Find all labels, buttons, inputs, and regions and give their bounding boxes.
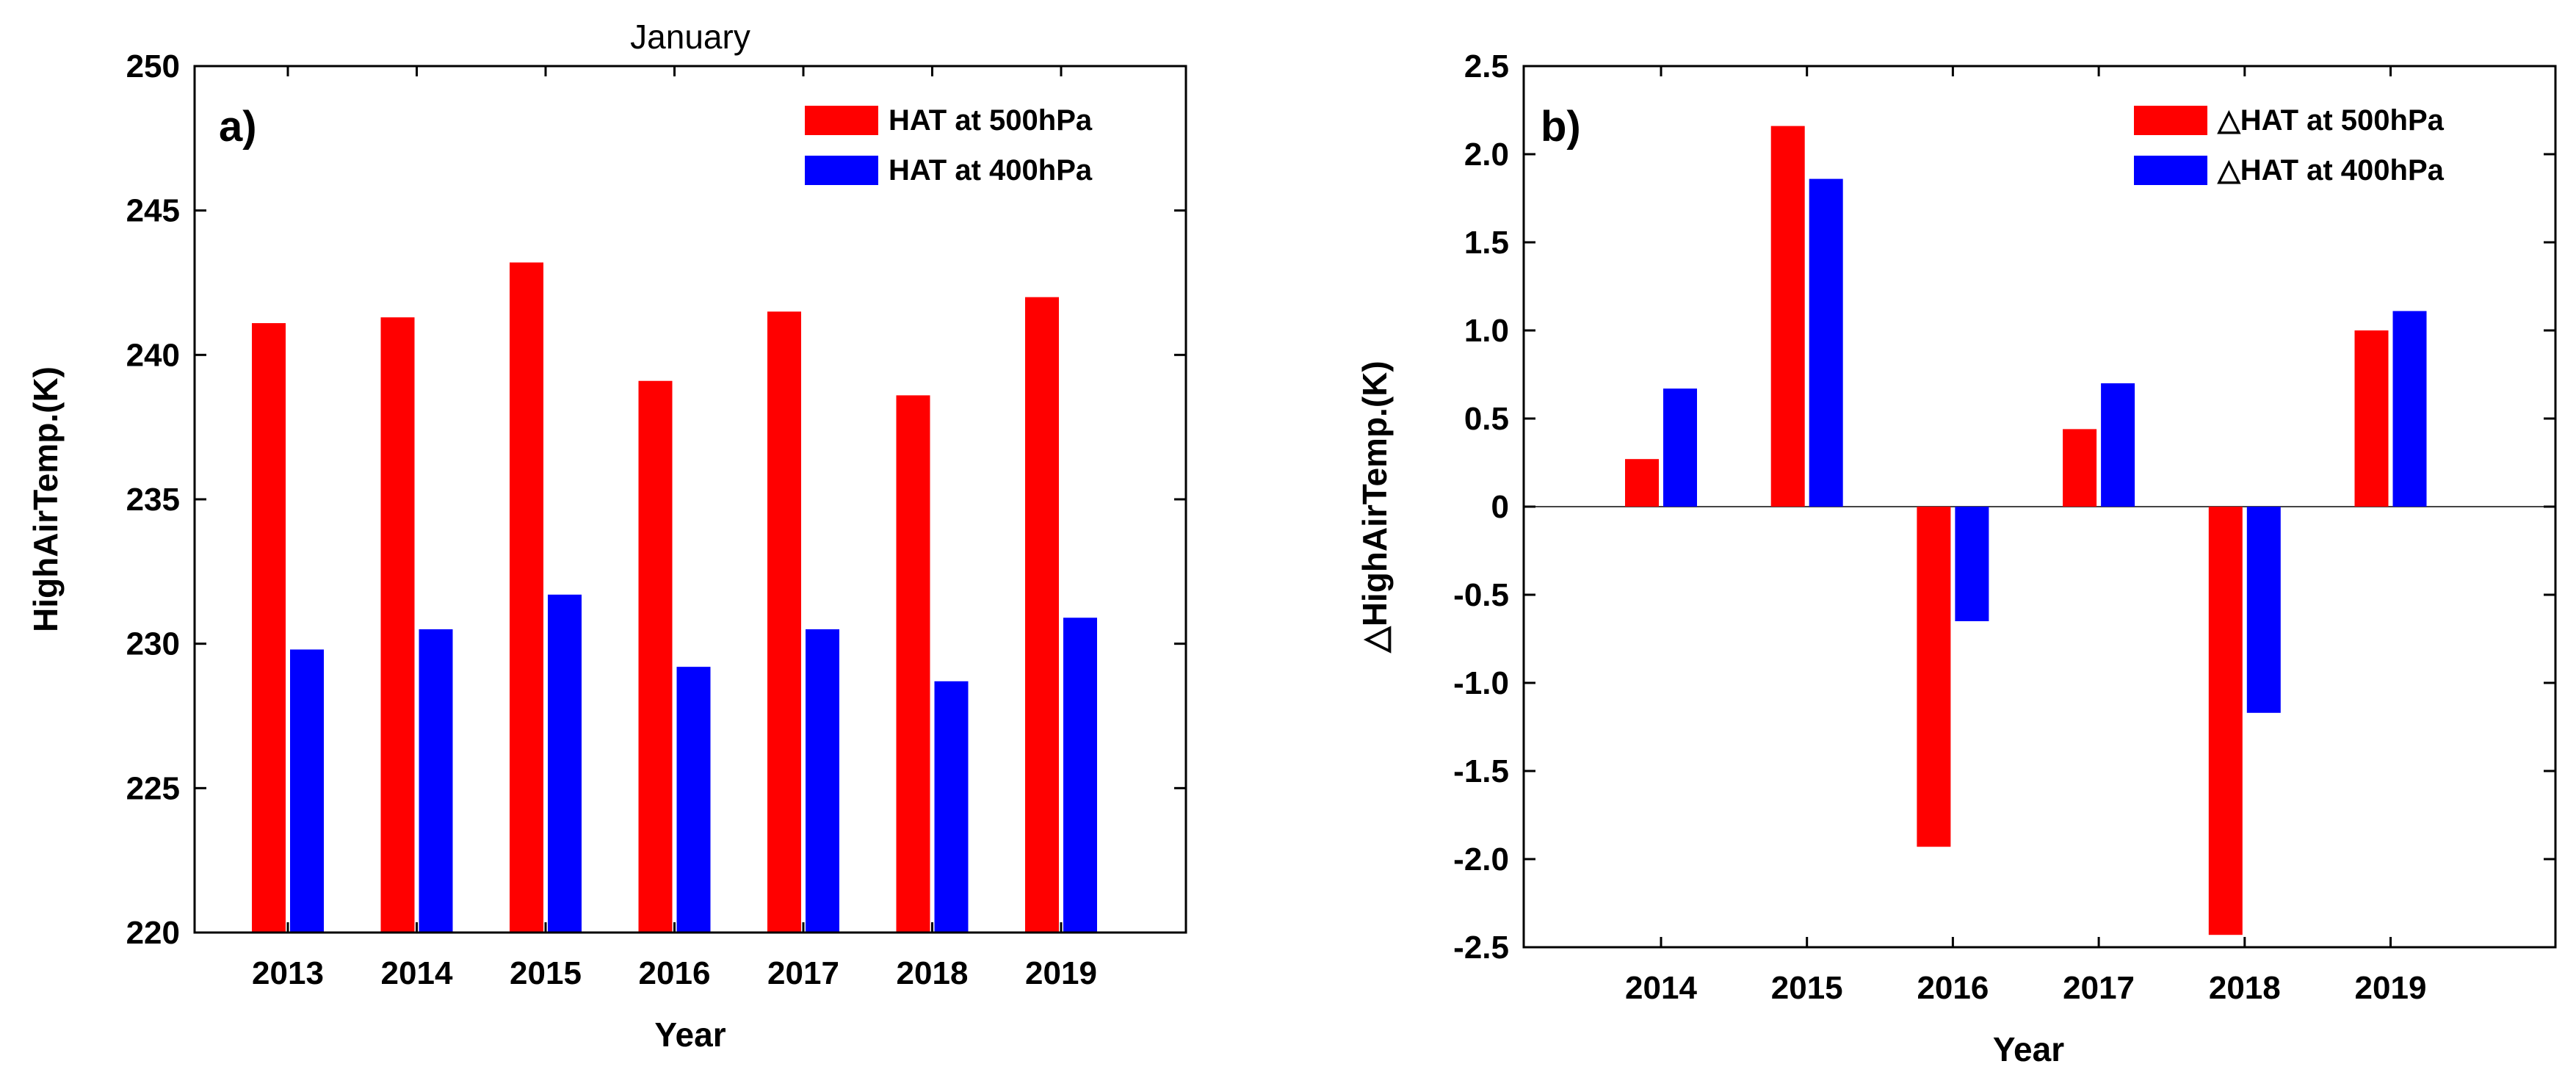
y-axis-label: HighAirTemp.(K) [26,366,65,632]
bar-blue-2018 [934,681,969,933]
bar-blue-2019 [2392,311,2427,507]
y-tick-label: 0 [1491,489,1509,525]
chart-title: January [630,18,750,56]
x-axis-label: Year [654,1016,726,1054]
panel-label: a) [219,103,257,151]
legend-swatch [2134,106,2207,135]
bar-blue-2015 [1809,178,1843,507]
y-tick-label: -0.5 [1453,577,1509,613]
panel-label: b) [1541,103,1581,151]
x-tick-label: 2016 [639,955,711,991]
x-tick-label: 2016 [1917,970,1989,1006]
legend-entry: HAT at 500hPa [889,104,1093,137]
bar-red-2014 [380,317,415,933]
bar-red-2019 [2354,330,2389,507]
x-tick-label: 2014 [1625,970,1697,1006]
x-tick-label: 2013 [252,955,324,991]
y-tick-label: 230 [126,626,180,662]
bar-red-2014 [1625,459,1659,507]
y-tick-label: -2.0 [1453,841,1509,877]
bar-red-2016 [638,380,673,933]
legend-swatch [805,156,878,185]
bar-red-2019 [1025,297,1059,933]
x-tick-label: 2019 [1025,955,1097,991]
bar-red-2017 [2063,429,2097,507]
y-tick-label: 2.5 [1464,48,1509,84]
y-tick-label: 245 [126,193,180,229]
bar-red-2015 [510,262,543,933]
bar-blue-2017 [806,629,839,933]
y-tick-label: 225 [126,770,180,806]
legend-entry: △HAT at 500hPa [2217,104,2445,137]
bar-blue-2014 [419,629,453,933]
bar-blue-2014 [1663,388,1697,507]
legend: △HAT at 500hPa △HAT at 400hPa [2134,104,2445,187]
x-axis-label: Year [1993,1030,2064,1068]
bar-blue-2017 [2101,383,2135,507]
legend-entry: △HAT at 400hPa [2217,154,2445,187]
bar-red-2018 [896,395,930,933]
y-tick-label: 0.5 [1464,401,1509,437]
bar-red-2017 [767,311,801,933]
bar-red-2015 [1770,126,1805,507]
y-tick-label: -2.5 [1453,930,1509,966]
bar-blue-2015 [548,594,582,933]
legend-swatch [805,106,878,135]
bar-red-2018 [2208,507,2243,935]
x-tick-label: 2019 [2355,970,2427,1006]
chart-panel-a: January a) Year HighAirTemp.(K) 2013 2014… [26,18,1187,1054]
y-tick-label: 1.5 [1464,225,1509,261]
y-tick-label: 240 [126,337,180,373]
x-tick-label: 2017 [767,955,839,991]
y-tick-label: -1.0 [1453,665,1509,701]
bar-red-2013 [252,323,286,933]
y-tick-label: 220 [126,915,180,951]
bar-blue-2019 [1063,618,1097,933]
bar-blue-2016 [676,667,711,933]
legend-swatch [2134,156,2207,185]
bar-blue-2018 [2246,507,2281,713]
x-tick-label: 2018 [2209,970,2281,1006]
y-tick-label: 1.0 [1464,313,1509,349]
x-tick-label: 2018 [897,955,969,991]
x-tick-label: 2015 [510,955,582,991]
y-tick-label: 235 [126,482,180,518]
x-tick-label: 2015 [1771,970,1843,1006]
y-tick-label: 2.0 [1464,137,1509,173]
x-tick-label: 2014 [381,955,453,991]
bar-red-2016 [1917,507,1951,847]
plot-frame [1522,65,2557,949]
legend: HAT at 500hPa HAT at 400hPa [805,104,1093,187]
bar-blue-2016 [1955,507,1989,621]
plot-frame [193,65,1187,934]
y-tick-label: 250 [126,48,180,84]
legend-entry: HAT at 400hPa [889,154,1093,187]
y-axis-label: △HighAirTemp.(K) [1356,361,1394,654]
chart-panel-b: b) Year △HighAirTemp.(K) 2014 2015 2016 201… [1356,48,2557,1068]
x-tick-label: 2017 [2063,970,2135,1006]
y-tick-label: -1.5 [1453,753,1509,789]
bar-blue-2013 [290,649,324,933]
